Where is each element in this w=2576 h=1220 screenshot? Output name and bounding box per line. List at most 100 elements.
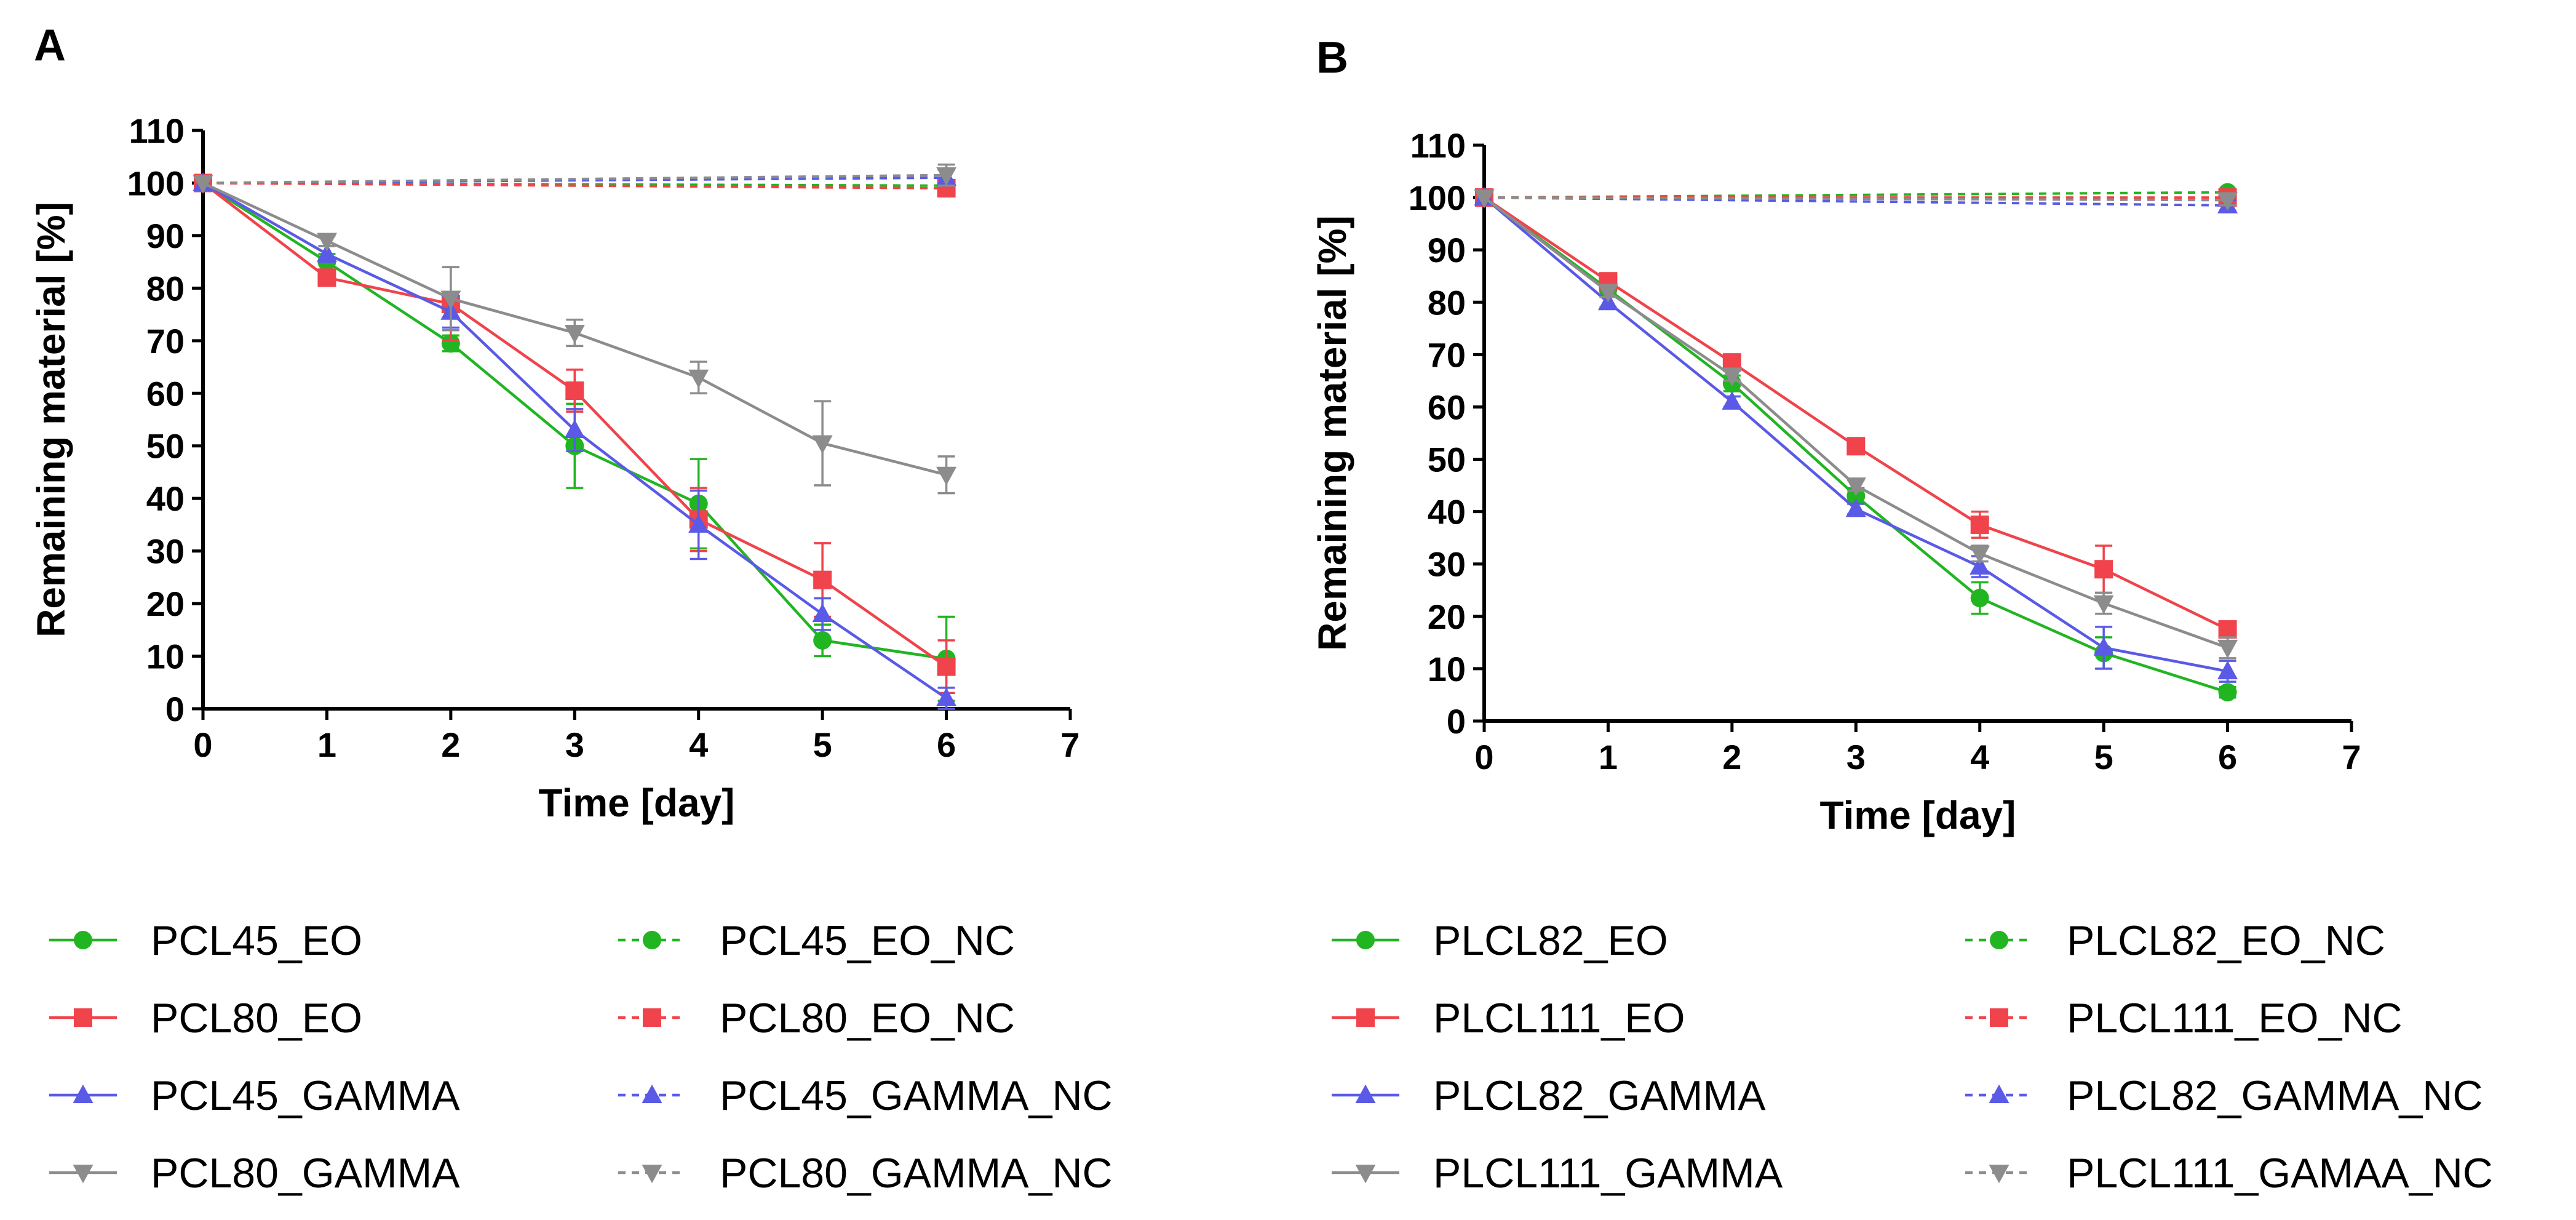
panel-b-x-tick-label: 4 — [1970, 738, 1989, 776]
panel-b-data-point-plcl111-eo — [1847, 437, 1866, 456]
panel-b-legend-entry-plcl111-eo-nc: PLCL111_EO_NC — [1965, 995, 2403, 1042]
panel-a-data-point-pcl80-gamma — [193, 175, 213, 194]
panel-a-x-tick-label: 6 — [937, 725, 956, 764]
panel-b-series-plcl82-gamma — [1474, 186, 2238, 683]
panel-a-legend-entry-pcl45-eo-nc: PCL45_EO_NC — [618, 917, 1015, 964]
panel-b-series-plcl111-eo — [1475, 188, 2237, 639]
panel-b-x-tick-label: 6 — [2218, 738, 2237, 776]
panel-b-legend-entry-plcl82-eo-nc: PLCL82_EO_NC — [1965, 917, 2385, 964]
panel-a-data-point-pcl80-gamma — [440, 290, 461, 309]
panel-a-y-tick-label: 110 — [129, 111, 185, 150]
panel-a-y-tick-label: 90 — [146, 217, 185, 255]
panel-letter-a: A — [34, 21, 66, 70]
panel-a-series-pcl80-gamma — [193, 175, 957, 495]
panel-b-legend-entry-plcl111-gamma: PLCL111_GAMMA — [1332, 1150, 1783, 1197]
panel-b-y-tick-label: 60 — [1428, 388, 1466, 426]
panel-b-legend-entry-plcl111-eo: PLCL111_EO — [1332, 995, 1685, 1042]
panel-a-legend-marker — [643, 931, 661, 949]
panel-a-data-point-pcl80-gamma — [936, 466, 957, 485]
panel-a-data-point-pcl80-eo — [317, 268, 336, 287]
panel-b-legend-label: PLCL111_GAMMA — [1433, 1150, 1783, 1197]
panel-a-x-tick-label: 1 — [317, 725, 336, 764]
panel-b-x-tick-label: 5 — [2094, 738, 2113, 776]
panel-b-y-axis-title: Remaining material [%] — [1310, 215, 1354, 651]
panel-a-legend-entry-pcl45-gamma-nc: PCL45_GAMMA_NC — [618, 1072, 1113, 1119]
panel-a-x-tick-label: 4 — [689, 725, 708, 764]
panel-b-series-plcl111-gamma — [1474, 189, 2238, 660]
panel-a-series-line-pcl80-eo-nc — [202, 181, 947, 189]
panel-b-y-tick-label: 30 — [1428, 545, 1466, 584]
panel-b-x-tick-label: 7 — [2342, 738, 2361, 776]
panel-a-legend-marker — [74, 931, 92, 949]
panel-a-legend-label: PCL80_GAMMA — [151, 1150, 460, 1197]
panel-b-data-point-plcl82-eo — [2218, 683, 2237, 702]
panel-b-y-tick-label: 110 — [1410, 126, 1466, 165]
panel-b-data-point-plcl82-gamma — [2093, 637, 2114, 656]
panel-b-x-tick-label: 1 — [1599, 738, 1618, 776]
panel-b-y-tick-label: 70 — [1428, 335, 1466, 374]
panel-b-x-axis-title: Time [day] — [1820, 793, 2016, 837]
panel-b-legend-label: PLCL82_GAMMA_NC — [2067, 1072, 2483, 1119]
panel-b-legend-marker — [1989, 1165, 2010, 1184]
panel-a-y-tick-label: 100 — [127, 164, 185, 202]
panel-b-data-point-plcl82-gamma — [1845, 498, 1866, 517]
panel-a-y-tick-label: 80 — [146, 269, 185, 308]
panel-a-legend-label: PCL45_EO — [151, 917, 362, 964]
panel-b-y-tick-label: 100 — [1409, 178, 1466, 217]
panel-b-data-point-plcl111-gamaa-nc — [2217, 192, 2238, 211]
panel-a-series-line-pcl80-gamma-nc — [202, 173, 947, 185]
panel-a-legend-marker — [642, 1165, 662, 1184]
panel-b-data-point-plcl111-eo — [1970, 515, 1989, 534]
panel-b-y-tick-label: 80 — [1428, 283, 1466, 322]
panel-a-data-point-pcl45-gamma — [688, 514, 709, 533]
panel-a-y-tick-label: 30 — [146, 532, 185, 571]
panel-b-legend-label: PLCL82_GAMMA — [1433, 1072, 1766, 1119]
panel-letter-b: B — [1316, 33, 1348, 82]
panel-b-series-line-plcl82-gamma — [1483, 196, 2228, 673]
panel-a-x-tick-label: 0 — [193, 725, 212, 764]
panel-b-legend-marker — [1990, 1008, 2008, 1027]
panel-b-legend-label: PLCL82_EO_NC — [2067, 917, 2385, 964]
panel-a-data-point-pcl80-eo — [565, 381, 584, 400]
panel-a-data-point-pcl80-gamma — [688, 369, 709, 388]
panel-a-data-point-pcl45-gamma — [564, 419, 585, 439]
panel-b-data-point-plcl111-gamma — [1970, 545, 1990, 564]
panel-a-y-tick-label: 0 — [165, 690, 185, 728]
panel-b-legend-marker — [1355, 1165, 1376, 1184]
panel-a-y-axis-title: Remaining material [%] — [29, 202, 73, 637]
panel-a-data-point-pcl45-gamma — [316, 243, 337, 262]
panel-b-series-line-plcl111-gamaa-nc — [1484, 196, 2228, 202]
panel-b-data-point-plcl111-gamma — [1597, 284, 1618, 303]
panel-a-legend-marker — [73, 1165, 93, 1184]
panel-b-legend: PLCL82_EO PLCL111_EO PLCL82_GAMMA PLCL111_G… — [1332, 917, 2493, 1197]
panel-b-x-tick-label: 0 — [1474, 738, 1493, 776]
panel-b-legend-entry-plcl111-gamaa-nc: PLCL111_GAMAA_NC — [1965, 1150, 2493, 1197]
panel-a-legend-entry-pcl45-gamma: PCL45_GAMMA — [49, 1072, 460, 1119]
panel-a-x-tick-label: 7 — [1060, 725, 1079, 764]
panel-a-x-tick-label: 2 — [441, 725, 460, 764]
panel-b-data-point-plcl111-gamma — [2217, 639, 2238, 659]
panel-a-legend-entry-pcl80-gamma-nc: PCL80_GAMMA_NC — [618, 1150, 1113, 1197]
panel-b-y-tick-label: 50 — [1428, 441, 1466, 479]
panel-a-y-tick-label: 20 — [146, 584, 185, 623]
panel-a-y-tick-label: 70 — [146, 322, 185, 361]
panel-b-y-tick-label: 90 — [1428, 231, 1466, 269]
panel-a-data-point-pcl80-gamma-nc — [936, 167, 957, 186]
panel-b-data-point-plcl82-gamma — [1970, 556, 1990, 575]
panel-b-data-point-plcl111-gamma — [2093, 595, 2114, 614]
panel-a-legend-entry-pcl80-eo: PCL80_EO — [49, 995, 362, 1042]
panel-b-legend-marker — [1356, 931, 1375, 949]
panel-a-x-axis-title: Time [day] — [539, 781, 735, 825]
panel-a-data-point-pcl45-eo — [813, 631, 832, 650]
panel-a-legend-label: PCL80_GAMMA_NC — [720, 1150, 1113, 1197]
panel-a-legend-marker — [643, 1008, 661, 1027]
panel-b-data-point-plcl111-eo — [2094, 560, 2113, 579]
panel-a-data-point-pcl45-gamma — [936, 687, 957, 706]
panel-b-series-line-plcl111-eo — [1483, 196, 2228, 631]
panel-b-y-tick-label: 20 — [1428, 597, 1466, 636]
panel-a-legend-entry-pcl80-eo-nc: PCL80_EO_NC — [618, 995, 1015, 1042]
panel-b-legend-label: PLCL111_EO — [1433, 995, 1685, 1042]
panel-a-legend-label: PCL45_GAMMA_NC — [720, 1072, 1113, 1119]
panel-b-data-point-plcl111-gamma — [1474, 189, 1495, 209]
panel-b-y-tick-label: 10 — [1428, 650, 1466, 688]
